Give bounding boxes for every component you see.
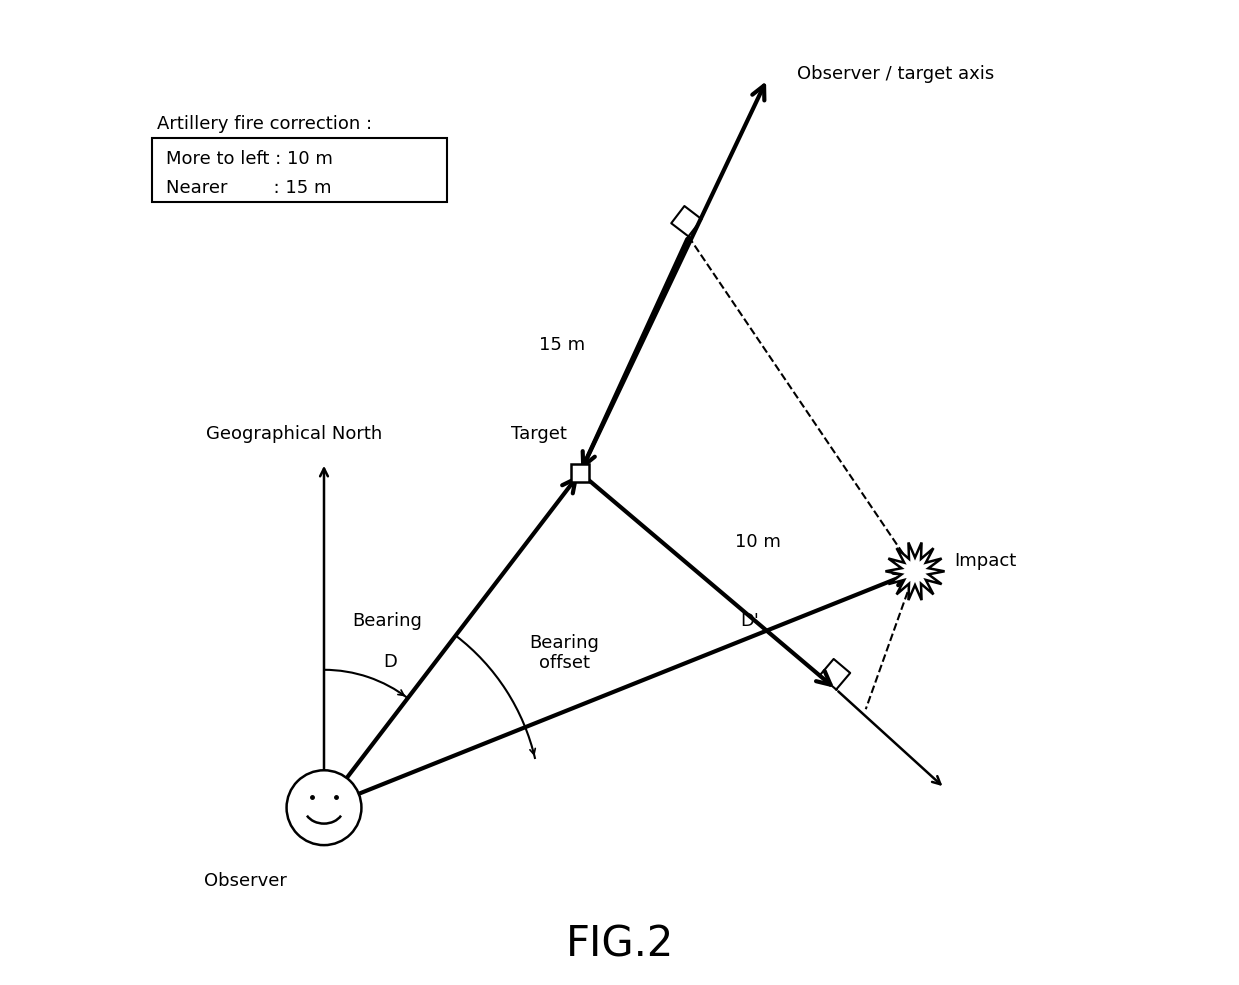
Text: More to left : 10 m: More to left : 10 m <box>166 150 333 167</box>
Text: Nearer        : 15 m: Nearer : 15 m <box>166 179 332 197</box>
FancyBboxPatch shape <box>151 138 447 202</box>
Circle shape <box>286 770 362 845</box>
Text: Bearing: Bearing <box>352 612 422 630</box>
Text: Artillery fire correction :: Artillery fire correction : <box>156 115 372 133</box>
Text: Geographical North: Geographical North <box>206 426 382 443</box>
Text: D': D' <box>741 612 760 629</box>
Polygon shape <box>886 543 944 600</box>
Text: Target: Target <box>512 426 567 443</box>
Text: FIG.2: FIG.2 <box>565 923 674 965</box>
Text: 15 m: 15 m <box>539 336 585 354</box>
Text: Impact: Impact <box>954 553 1017 570</box>
Text: Observer / target axis: Observer / target axis <box>797 65 994 83</box>
Polygon shape <box>571 464 589 482</box>
Text: Observer: Observer <box>203 872 286 889</box>
Text: Bearing
offset: Bearing offset <box>529 633 600 673</box>
Text: 10 m: 10 m <box>735 533 781 551</box>
Text: D: D <box>383 653 396 671</box>
